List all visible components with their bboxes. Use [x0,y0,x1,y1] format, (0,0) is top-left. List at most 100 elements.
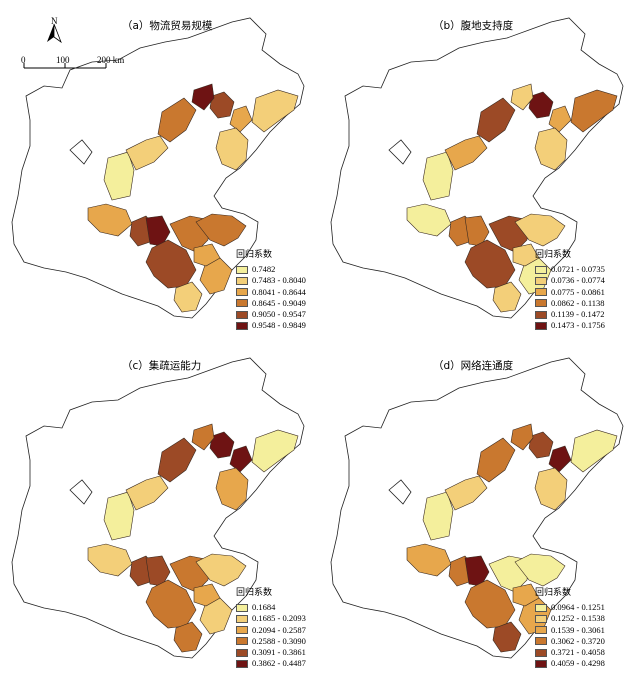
city-region-2 [510,423,534,451]
city-region-6 [103,491,135,541]
city-region-4 [570,89,618,133]
city-region-6 [422,491,454,541]
legend-label: 0.2094 - 0.2587 [252,624,306,635]
city-region-15 [492,621,522,653]
legend-row: 0.1684 [236,602,306,613]
legend: 回归系数 0.0964 - 0.1251 0.1252 - 0.1538 0.153… [535,588,605,669]
legend-title: 回归系数 [236,588,273,598]
study-area-boundary [330,17,624,319]
study-area-boundary [11,17,305,319]
city-region-6 [422,151,454,201]
legend-row: 0.1252 - 0.1538 [535,613,605,624]
city-region-0 [157,437,197,483]
legend-label: 0.0862 - 0.1138 [551,297,605,308]
legend-swatch [236,288,248,297]
city-region-10 [464,555,490,587]
city-region-8 [406,543,452,577]
legend-label: 0.0721 - 0.0735 [551,264,605,275]
legend-swatch [236,276,248,285]
legend-label: 0.3062 - 0.3720 [551,635,605,646]
city-region-8 [406,203,452,237]
city-region-7 [444,135,488,171]
legend-title: 回归系数 [535,588,572,598]
legend-row: 0.2094 - 0.2587 [236,625,306,636]
legend-swatch [535,603,547,612]
city-region-4 [251,429,299,473]
scale-label-200: 200 km [97,55,125,65]
legend-label: 0.9050 - 0.9547 [252,308,306,319]
legend-label: 0.0736 - 0.0774 [551,275,605,286]
legend-swatch [236,299,248,308]
legend-label: 0.1473 - 0.1756 [551,320,605,331]
legend-swatch [236,265,248,274]
legend-row: 0.3062 - 0.3720 [535,636,605,647]
legend-label: 0.1684 [252,602,276,613]
study-area-boundary [330,357,624,659]
city-region-3 [229,105,253,133]
legend-row: 0.2588 - 0.3090 [236,636,306,647]
city-region-10 [464,215,490,247]
legend-swatch [535,626,547,635]
city-region-13 [195,213,247,247]
city-region-13 [514,213,566,247]
legend-row: 0.1685 - 0.2093 [236,613,306,624]
city-region-13 [195,553,247,587]
legend-row: 0.9548 - 0.9849 [236,320,306,331]
city-region-16 [193,583,221,607]
legend-label: 0.1139 - 0.1472 [551,308,605,319]
panel-title: （b）腹地支持度 [433,20,514,32]
legend-title: 回归系数 [236,250,273,260]
north-label: N [51,16,58,26]
legend-row: 0.8645 - 0.9049 [236,298,306,309]
legend-label: 0.8645 - 0.9049 [252,297,306,308]
city-region-8 [87,543,133,577]
map-panel-c: （c）集疏运能力 回归系数 0.1684 0.1685 - 0.2093 0.209… [0,340,315,675]
legend-swatch [535,276,547,285]
legend-label: 0.9548 - 0.9849 [252,320,306,331]
legend-row: 0.0862 - 0.1138 [535,298,605,309]
city-region-7 [444,475,488,511]
scale-label-100: 100 [56,55,70,65]
legend-row: 0.4059 - 0.4298 [535,658,605,669]
city-region-2 [191,423,215,451]
legend-label: 0.0964 - 0.1251 [551,602,605,613]
city-region-1 [209,91,235,119]
city-region-1 [528,431,554,459]
legend-row: 0.1473 - 0.1756 [535,320,605,331]
legend-title: 回归系数 [535,250,572,260]
legend-label: 0.7483 - 0.8040 [252,275,306,286]
legend-swatch [535,614,547,623]
legend-row: 0.9050 - 0.9547 [236,309,306,320]
choropleth-map [330,17,624,319]
legend: 回归系数 0.0721 - 0.0735 0.0736 - 0.0774 0.077… [535,250,605,331]
legend-swatch [535,659,547,668]
panel-title: （c）集疏运能力 [122,360,202,372]
city-region-0 [157,97,197,143]
legend-swatch [535,288,547,297]
city-region-7 [125,135,169,171]
city-region-3 [548,105,572,133]
scale-label-0: 0 [21,55,26,65]
legend-label: 0.1685 - 0.2093 [252,613,306,624]
legend-row: 0.1139 - 0.1472 [535,309,605,320]
legend-swatch [236,648,248,657]
city-region-5 [534,467,568,511]
city-region-15 [492,281,522,313]
legend-swatch [236,626,248,635]
legend-row: 0.0721 - 0.0735 [535,264,605,275]
legend-label: 0.3862 - 0.4487 [252,658,306,669]
city-region-5 [215,127,249,171]
legend-label: 0.3091 - 0.3861 [252,646,306,657]
choropleth-map [330,357,624,659]
legend: 回归系数 0.7482 0.7483 - 0.8040 0.8041 - 0.864… [236,250,306,331]
legend-label: 0.1252 - 0.1538 [551,613,605,624]
map-panel-d: （d）网络连通度 回归系数 0.0964 - 0.1251 0.1252 - 0.… [319,340,634,675]
city-region-0 [476,437,516,483]
legend-label: 0.3721 - 0.4058 [551,646,605,657]
city-region-1 [209,431,235,459]
city-region-2 [191,83,215,111]
city-region-1 [528,91,554,119]
legend-row: 0.0964 - 0.1251 [535,602,605,613]
legend-swatch [236,659,248,668]
